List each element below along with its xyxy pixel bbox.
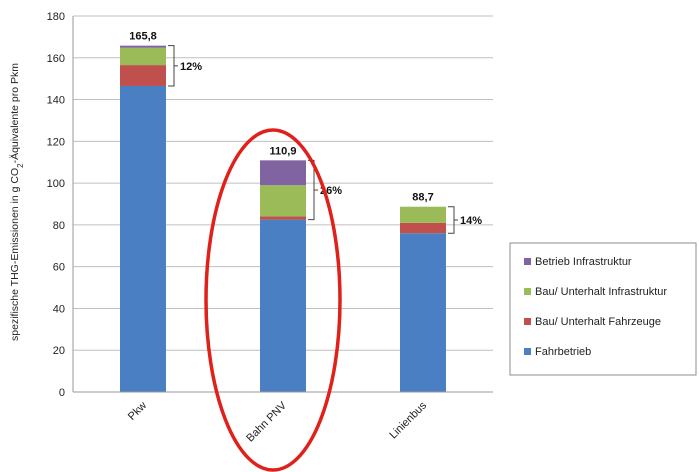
y-tick-label: 180 [47,11,65,23]
y-axis-title-subscript: 2 [16,163,25,168]
percent-label: 14% [460,215,482,227]
bar-segment [400,206,446,223]
legend-item: Bau/ Unterhalt Fahrzeuge [535,316,661,328]
bar-segment [400,222,446,234]
y-tick-label: 140 [47,95,65,107]
bar-segment [260,216,306,220]
y-tick-label: 60 [53,262,65,274]
y-axis: 0 20 40 60 80 100 120 140 160 180 [47,11,74,399]
bar-segment [120,85,166,392]
y-axis-title-part2: -Äquivalente pro Pkm [9,63,21,164]
y-tick-label: 100 [47,178,65,190]
legend-item: Fahrbetrieb [535,346,591,358]
percent-label: 12% [180,61,202,73]
bar-segment [260,185,306,217]
y-tick-label: 120 [47,136,65,148]
x-category-label: Pkw [126,400,149,423]
y-tick-label: 40 [53,303,65,315]
bracket [448,206,455,234]
bracket [168,45,175,87]
total-label: 110,9 [270,145,297,157]
legend-swatch [524,318,531,325]
legend-item: Bau/ Unterhalt Infrastruktur [535,286,667,298]
bar-segment [260,219,306,392]
bar-segment [400,233,446,392]
total-label: 88,7 [412,192,433,204]
y-tick-label: 20 [53,345,65,357]
legend-box [509,242,697,376]
data-labels: 165,812%110,926%88,714% [129,31,482,234]
legend-swatch [524,348,531,355]
y-tick-label: 80 [53,220,65,232]
bar-segment [260,160,306,186]
legend-swatch [524,288,531,295]
legend-swatch [524,258,531,265]
x-category-label: Linienbus [387,399,429,441]
highlight-ellipse [204,128,342,472]
bar-segment [120,65,166,86]
bar-segment [120,45,166,48]
x-axis: Pkw Bahn PNV Linienbus [73,391,493,444]
y-tick-label: 0 [59,387,65,399]
y-axis-title-part1: spezifische THG-Emissionen in g CO [9,168,21,341]
y-axis-title: spezifische THG-Emissionen in g CO2-Äqui… [9,63,25,341]
bracket [308,159,315,221]
total-label: 165,8 [129,31,157,43]
y-tick-label: 160 [47,53,65,65]
legend: Betrieb Infrastruktur Bau/ Unterhalt Infr… [509,242,697,376]
bars [120,45,446,392]
legend-item: Betrieb Infrastruktur [535,256,632,268]
bar-segment [120,47,166,66]
x-category-label: Bahn PNV [244,399,289,444]
